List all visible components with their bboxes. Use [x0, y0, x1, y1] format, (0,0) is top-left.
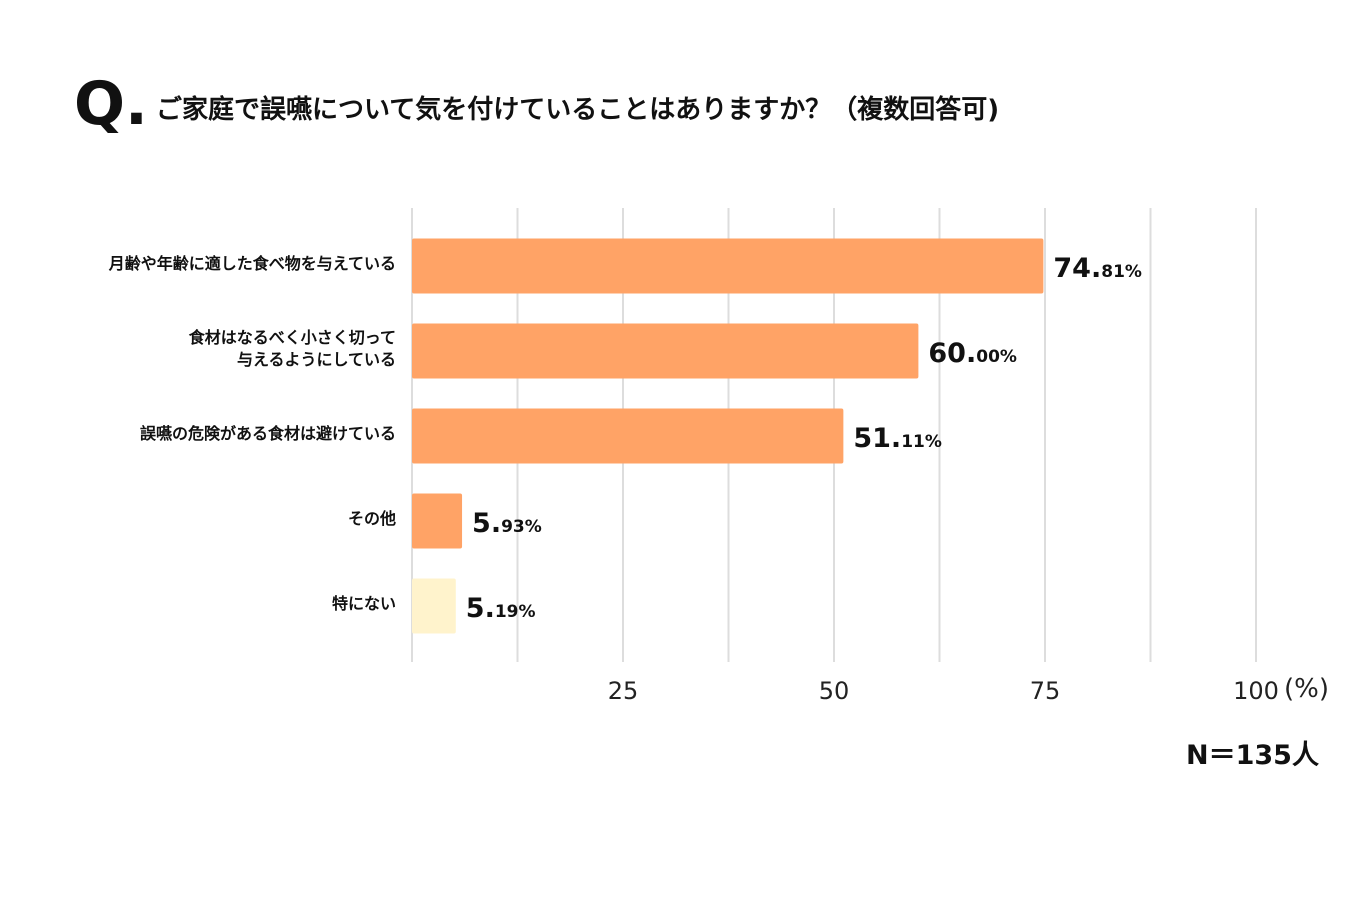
question-title: ご家庭で誤嚥について気を付けていることはありますか？（複数回答可)	[156, 95, 1000, 125]
bar-value-label: 51.11%	[853, 423, 942, 454]
bar-value-label: 5.93%	[472, 508, 542, 539]
sample-size-label: N＝135人	[1186, 740, 1319, 771]
axis-unit-label: (%)	[1284, 674, 1329, 704]
bar-value-label: 5.19%	[466, 593, 536, 624]
x-tick-label: 75	[1029, 677, 1061, 705]
category-label: 誤嚥の危険がある食材は避けている	[139, 424, 396, 443]
bar	[412, 493, 463, 549]
bar-value-label: 74.81%	[1053, 253, 1142, 284]
category-label: 月齢や年齢に適した食べ物を与えている	[108, 254, 396, 273]
bar	[412, 408, 844, 464]
bar	[412, 238, 1044, 294]
x-tick-label: 25	[607, 677, 639, 705]
bar	[412, 323, 919, 379]
x-tick-label: 50	[818, 677, 850, 705]
bar	[412, 578, 456, 634]
bar-value-label: 60.00%	[928, 338, 1017, 369]
category-label: 食材はなるべく小さく切って 与えるようにしている	[188, 328, 396, 369]
x-tick-label: 100	[1233, 677, 1279, 705]
question-marker: Q.	[74, 69, 148, 139]
category-label: 特にない	[331, 594, 396, 613]
category-label: その他	[347, 509, 396, 528]
